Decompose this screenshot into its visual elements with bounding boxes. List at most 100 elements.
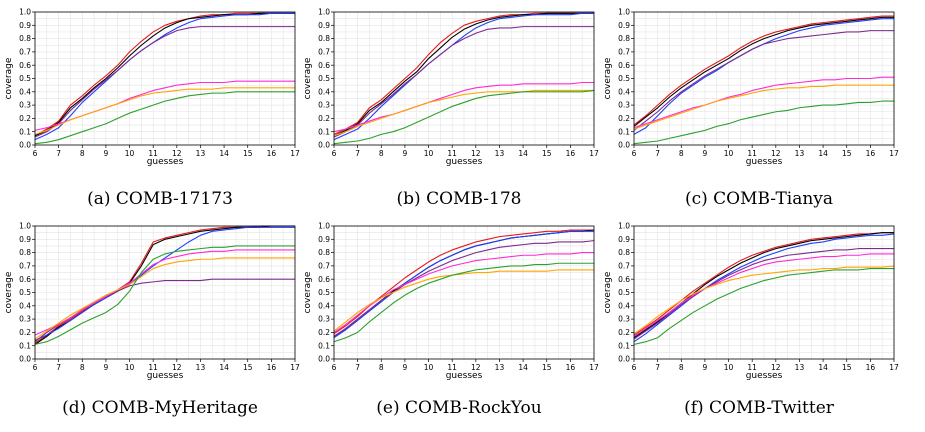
y-tick-label: 0.8 — [618, 34, 630, 43]
chart-panel-3: 6 7 8 9 10 11 12 13 14 15 16 17 0.0 0.1 0.2 0.3 0.4 0.5 0.… — [4, 222, 300, 418]
y-tick-label: 0.8 — [318, 248, 330, 257]
series-line-0 — [633, 15, 894, 126]
x-tick-label: 12 — [172, 363, 182, 372]
x-tick-label: 12 — [471, 149, 481, 158]
y-tick-label: 0.6 — [618, 61, 630, 70]
y-tick-label: 0.5 — [19, 74, 31, 83]
series-line-2 — [633, 233, 895, 343]
y-axis-label: coverage — [603, 271, 613, 313]
y-tick-label: 0.6 — [618, 275, 630, 284]
series-line-1 — [633, 16, 894, 127]
y-tick-label: 0.4 — [618, 87, 630, 96]
y-axis-label: coverage — [603, 57, 613, 99]
y-tick-label: 0.0 — [19, 355, 31, 364]
y-axis-label: coverage — [303, 271, 313, 313]
x-tick-label: 8 — [379, 149, 384, 158]
x-tick-label: 9 — [703, 363, 708, 372]
chart-panel-1: 6 7 8 9 10 11 12 13 14 15 16 17 0.0 0.1 0.2 0.3 0.4 0.5 0.… — [303, 8, 599, 209]
x-tick-label: 9 — [403, 149, 408, 158]
series-line-6 — [633, 268, 894, 345]
x-tick-label: 16 — [566, 363, 576, 372]
series-line-3 — [333, 26, 594, 138]
x-tick-label: 14 — [818, 149, 828, 158]
x-tick-label: 16 — [866, 363, 876, 372]
x-tick-label: 8 — [80, 149, 85, 158]
x-tick-label: 13 — [795, 363, 805, 372]
x-tick-label: 9 — [703, 149, 708, 158]
series-line-5 — [34, 257, 295, 340]
series-line-3 — [34, 26, 295, 138]
x-tick-label: 17 — [589, 363, 599, 372]
y-tick-label: 0.2 — [318, 328, 330, 337]
y-tick-label: 0.0 — [19, 141, 31, 150]
y-tick-label: 0.9 — [19, 235, 31, 244]
y-tick-label: 0.3 — [618, 101, 630, 110]
y-tick-label: 0.9 — [618, 21, 630, 30]
y-tick-label: 1.0 — [318, 222, 330, 231]
y-tick-label: 0.7 — [19, 48, 31, 57]
series-line-6 — [633, 100, 894, 145]
series-line-4 — [34, 249, 295, 336]
x-tick-label: 17 — [290, 363, 300, 372]
x-tick-label: 11 — [447, 149, 457, 158]
y-tick-label: 0.3 — [618, 315, 630, 324]
x-tick-label: 15 — [243, 363, 253, 372]
chart-panel-5: 6 7 8 9 10 11 12 13 14 15 16 17 0.0 0.1 0.2 0.3 0.4 0.5 0.… — [603, 222, 899, 418]
x-tick-label: 16 — [267, 149, 277, 158]
series-line-2 — [333, 230, 594, 339]
x-tick-label: 6 — [632, 363, 637, 372]
y-axis-label: coverage — [303, 57, 313, 99]
series-line-6 — [333, 89, 595, 145]
x-tick-label: 14 — [219, 363, 229, 372]
y-tick-label: 0.9 — [618, 235, 630, 244]
series-line-4 — [333, 81, 594, 133]
chart-panel-0: 6 7 8 9 10 11 12 13 14 15 16 17 0.0 0.1 0.2 0.3 0.4 0.5 0.… — [4, 8, 300, 209]
y-tick-label: 0.6 — [318, 275, 330, 284]
x-tick-label: 6 — [632, 149, 637, 158]
x-tick-label: 17 — [290, 149, 300, 158]
x-axis-label: guesses — [746, 371, 783, 381]
y-tick-label: 1.0 — [318, 8, 330, 17]
x-tick-label: 10 — [424, 149, 434, 158]
series-line-4 — [633, 253, 894, 337]
y-tick-label: 0.3 — [318, 101, 330, 110]
series-line-6 — [34, 91, 295, 145]
x-axis-label: guesses — [147, 371, 184, 381]
y-tick-label: 0.5 — [19, 288, 31, 297]
series-line-3 — [333, 240, 595, 337]
x-tick-label: 14 — [518, 149, 528, 158]
series-line-3 — [633, 30, 894, 131]
panel-caption: (e) COMB-RockYou — [376, 398, 541, 418]
x-tick-label: 17 — [889, 149, 899, 158]
x-tick-label: 12 — [771, 363, 781, 372]
series-line-6 — [333, 262, 594, 343]
x-tick-label: 9 — [104, 149, 109, 158]
series-line-5 — [333, 269, 594, 332]
y-tick-label: 1.0 — [618, 8, 630, 17]
x-tick-label: 10 — [125, 363, 135, 372]
x-tick-label: 13 — [495, 149, 505, 158]
y-tick-label: 0.9 — [19, 21, 31, 30]
y-tick-label: 0.1 — [318, 341, 330, 350]
y-tick-label: 0.1 — [618, 127, 630, 136]
x-tick-label: 14 — [818, 363, 828, 372]
y-tick-label: 0.4 — [318, 301, 330, 310]
y-tick-label: 0.2 — [618, 328, 630, 337]
y-tick-label: 0.6 — [19, 275, 31, 284]
x-axis-label: guesses — [147, 157, 184, 167]
y-tick-label: 0.2 — [618, 114, 630, 123]
y-tick-label: 0.7 — [618, 48, 630, 57]
x-tick-label: 13 — [795, 149, 805, 158]
y-tick-label: 1.0 — [618, 222, 630, 231]
x-tick-label: 8 — [379, 363, 384, 372]
y-tick-label: 0.7 — [318, 262, 330, 271]
y-tick-label: 0.0 — [618, 141, 630, 150]
x-tick-label: 16 — [566, 149, 576, 158]
x-tick-label: 11 — [447, 363, 457, 372]
y-tick-label: 0.4 — [318, 87, 330, 96]
y-tick-label: 0.2 — [19, 114, 31, 123]
x-tick-label: 11 — [747, 149, 757, 158]
x-tick-label: 14 — [219, 149, 229, 158]
x-tick-label: 14 — [518, 363, 528, 372]
